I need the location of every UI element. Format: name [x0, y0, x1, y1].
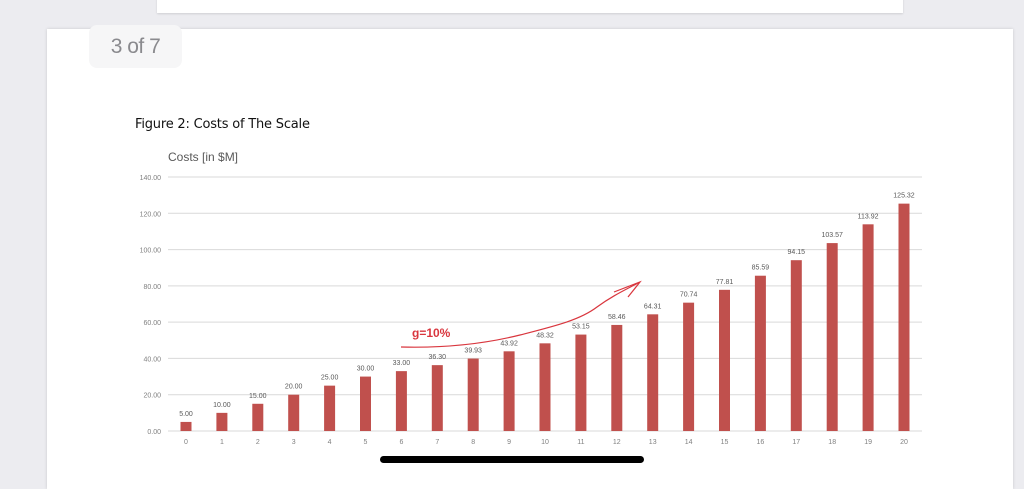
y-tick-label: 100.00 — [140, 248, 162, 255]
bar — [503, 351, 515, 431]
home-indicator[interactable] — [380, 456, 644, 463]
x-tick-label: 12 — [613, 439, 621, 446]
chart-bars — [180, 203, 910, 431]
x-tick-label: 18 — [828, 439, 836, 446]
x-tick-label: 9 — [507, 439, 511, 446]
bar-value-label: 53.15 — [572, 324, 590, 331]
bar-value-label: 58.46 — [608, 314, 626, 321]
bar-value-label: 94.15 — [788, 249, 806, 256]
bar-value-labels: 5.00 10.00 15.00 20.00 25.00 30.00 33.00 36.30 3… — [179, 193, 915, 418]
bar — [790, 260, 802, 431]
y-axis-labels: 0.00 20.00 40.00 60.00 80.00 100.00 120.00 140.… — [140, 175, 162, 436]
bar-value-label: 25.00 — [321, 375, 339, 382]
x-tick-label: 20 — [900, 439, 908, 446]
bar-value-label: 30.00 — [357, 366, 375, 373]
y-tick-label: 0.00 — [147, 429, 161, 436]
previous-page — [157, 0, 903, 13]
bar — [719, 289, 730, 431]
bar-value-label: 5.00 — [179, 411, 193, 418]
bar-value-label: 70.74 — [680, 292, 698, 299]
growth-rate-annotation: g=10% — [412, 326, 451, 340]
x-tick-label: 2 — [256, 439, 260, 446]
x-tick-label: 13 — [649, 439, 657, 446]
x-tick-label: 16 — [757, 439, 765, 446]
bar-value-label: 10.00 — [213, 402, 231, 409]
bar-value-label: 77.81 — [716, 279, 734, 286]
bar-value-label: 64.31 — [644, 303, 662, 310]
bar — [252, 403, 264, 431]
bar — [539, 343, 551, 431]
x-axis-labels: 0 1 2 3 4 5 6 7 8 9 10 11 12 13 14 15 16 17 18 19 20 — [184, 439, 908, 446]
chart-title: Costs [in $M] — [168, 150, 239, 164]
bar — [467, 358, 479, 431]
bar — [647, 314, 659, 431]
document-page — [47, 29, 1013, 489]
bar — [683, 302, 695, 431]
y-tick-label: 40.00 — [143, 356, 161, 363]
bar-value-label: 39.93 — [464, 348, 482, 355]
bar-value-label: 113.92 — [858, 213, 879, 220]
x-tick-label: 7 — [435, 439, 439, 446]
bar-value-label: 43.92 — [500, 340, 518, 347]
bar-value-label: 36.30 — [429, 354, 447, 361]
bar — [180, 421, 192, 431]
y-tick-label: 20.00 — [143, 393, 161, 400]
x-tick-label: 1 — [220, 439, 224, 446]
bar — [324, 385, 336, 431]
bar-value-label: 20.00 — [285, 384, 303, 391]
x-tick-label: 8 — [471, 439, 475, 446]
x-tick-label: 10 — [541, 439, 549, 446]
y-tick-label: 140.00 — [140, 175, 162, 182]
bar — [216, 412, 228, 431]
y-tick-label: 60.00 — [143, 320, 161, 327]
bar — [288, 394, 300, 431]
x-tick-label: 17 — [792, 439, 800, 446]
page-indicator-badge: 3 of 7 — [89, 25, 182, 68]
bar — [754, 275, 766, 431]
x-tick-label: 6 — [399, 439, 403, 446]
bar-value-label: 15.00 — [249, 393, 267, 400]
x-tick-label: 4 — [328, 439, 332, 446]
bar — [611, 324, 623, 431]
x-tick-label: 0 — [184, 439, 188, 446]
y-tick-label: 120.00 — [140, 211, 162, 218]
figure-caption: Figure 2: Costs of The Scale — [135, 117, 310, 132]
bar — [431, 365, 443, 431]
x-tick-label: 19 — [864, 439, 872, 446]
bar-value-label: 103.57 — [821, 232, 843, 239]
y-tick-label: 80.00 — [143, 284, 161, 291]
x-tick-label: 5 — [364, 439, 368, 446]
growth-arrow-icon — [400, 280, 642, 348]
bar-value-label: 48.32 — [536, 332, 554, 339]
bar — [898, 203, 910, 431]
bar — [862, 224, 874, 431]
x-tick-label: 15 — [721, 439, 729, 446]
bar-value-label: 85.59 — [752, 265, 770, 272]
bar — [360, 376, 371, 431]
bar — [575, 334, 587, 431]
bar — [826, 243, 838, 431]
bar — [395, 371, 407, 431]
bar-value-label: 125.32 — [893, 193, 915, 200]
x-tick-label: 11 — [577, 439, 584, 446]
bar-value-label: 33.00 — [393, 360, 411, 367]
bar-chart: 0.0020.0040.0060.0080.00100.00120.00140.… — [140, 175, 922, 446]
x-tick-label: 14 — [685, 439, 693, 446]
x-tick-label: 3 — [292, 439, 296, 446]
